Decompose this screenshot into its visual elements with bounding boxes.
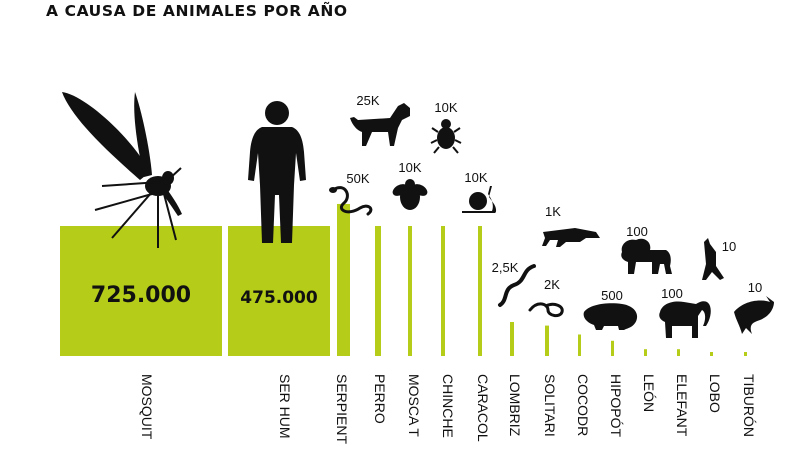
snail-icon xyxy=(462,186,497,213)
bar xyxy=(611,340,614,356)
tick-label: HIPOPÓT xyxy=(608,374,624,437)
data-label: 500 xyxy=(601,288,623,303)
mosquito-icon xyxy=(62,92,182,248)
bar xyxy=(375,226,381,356)
hippo-icon xyxy=(583,303,638,330)
data-label: 100 xyxy=(626,224,648,239)
data-label: 10K xyxy=(398,160,421,175)
wolf-icon xyxy=(702,238,724,280)
tick-label: MOSQUIT xyxy=(139,374,155,440)
tick-label: SER HUM xyxy=(277,374,293,439)
data-label: 2K xyxy=(544,277,560,292)
data-label: 100 xyxy=(661,286,683,301)
bar xyxy=(578,334,581,356)
dog-icon xyxy=(350,103,410,146)
tick-label: LOBO xyxy=(707,374,723,413)
data-label: 10K xyxy=(464,170,487,185)
bar xyxy=(337,203,350,356)
bar xyxy=(744,352,747,356)
tick-label: ELEFANT xyxy=(674,374,690,437)
elephant-icon xyxy=(659,301,711,338)
bar xyxy=(545,325,549,356)
tick-label: CARACOL xyxy=(475,374,491,442)
bar xyxy=(644,349,647,356)
data-label: 1K xyxy=(545,204,561,219)
tick-label: COCODR xyxy=(575,374,591,436)
bar xyxy=(677,349,680,356)
bar xyxy=(441,226,445,356)
data-label: 50K xyxy=(346,171,369,186)
tick-label: CHINCHE xyxy=(440,374,456,438)
lion-icon xyxy=(621,238,672,274)
tick-label: TIBURÓN xyxy=(741,374,757,437)
snake-icon xyxy=(329,186,373,216)
data-label: 475.000 xyxy=(240,288,318,308)
data-label: 2,5K xyxy=(492,260,519,275)
data-label: 10 xyxy=(722,239,736,254)
tick-label: LOMBRIZ xyxy=(507,374,523,437)
data-label: 725.000 xyxy=(91,283,191,308)
crocodile-icon xyxy=(542,228,600,247)
bar xyxy=(408,226,412,356)
bedbug-icon xyxy=(430,119,462,154)
tapeworm-icon xyxy=(528,302,564,318)
worm-icon xyxy=(498,264,536,307)
bar xyxy=(510,322,514,356)
tick-label: PERRO xyxy=(372,374,388,424)
data-label: 25K xyxy=(356,93,379,108)
bar xyxy=(710,352,713,356)
data-label: 10K xyxy=(434,100,457,115)
fly-icon xyxy=(392,179,428,210)
bar xyxy=(228,226,330,356)
tick-label: SOLITARI xyxy=(542,374,558,437)
tick-label: SERPIENT xyxy=(334,374,350,444)
tick-label: MOSCA T xyxy=(406,374,422,437)
human-icon xyxy=(248,101,306,243)
bar xyxy=(478,226,482,356)
bar xyxy=(60,226,222,356)
shark-icon xyxy=(734,296,774,334)
tick-label: LEÓN xyxy=(641,374,657,412)
chart-title: A CAUSA DE ANIMALES POR AÑO xyxy=(46,2,348,20)
data-label: 10 xyxy=(748,280,762,295)
